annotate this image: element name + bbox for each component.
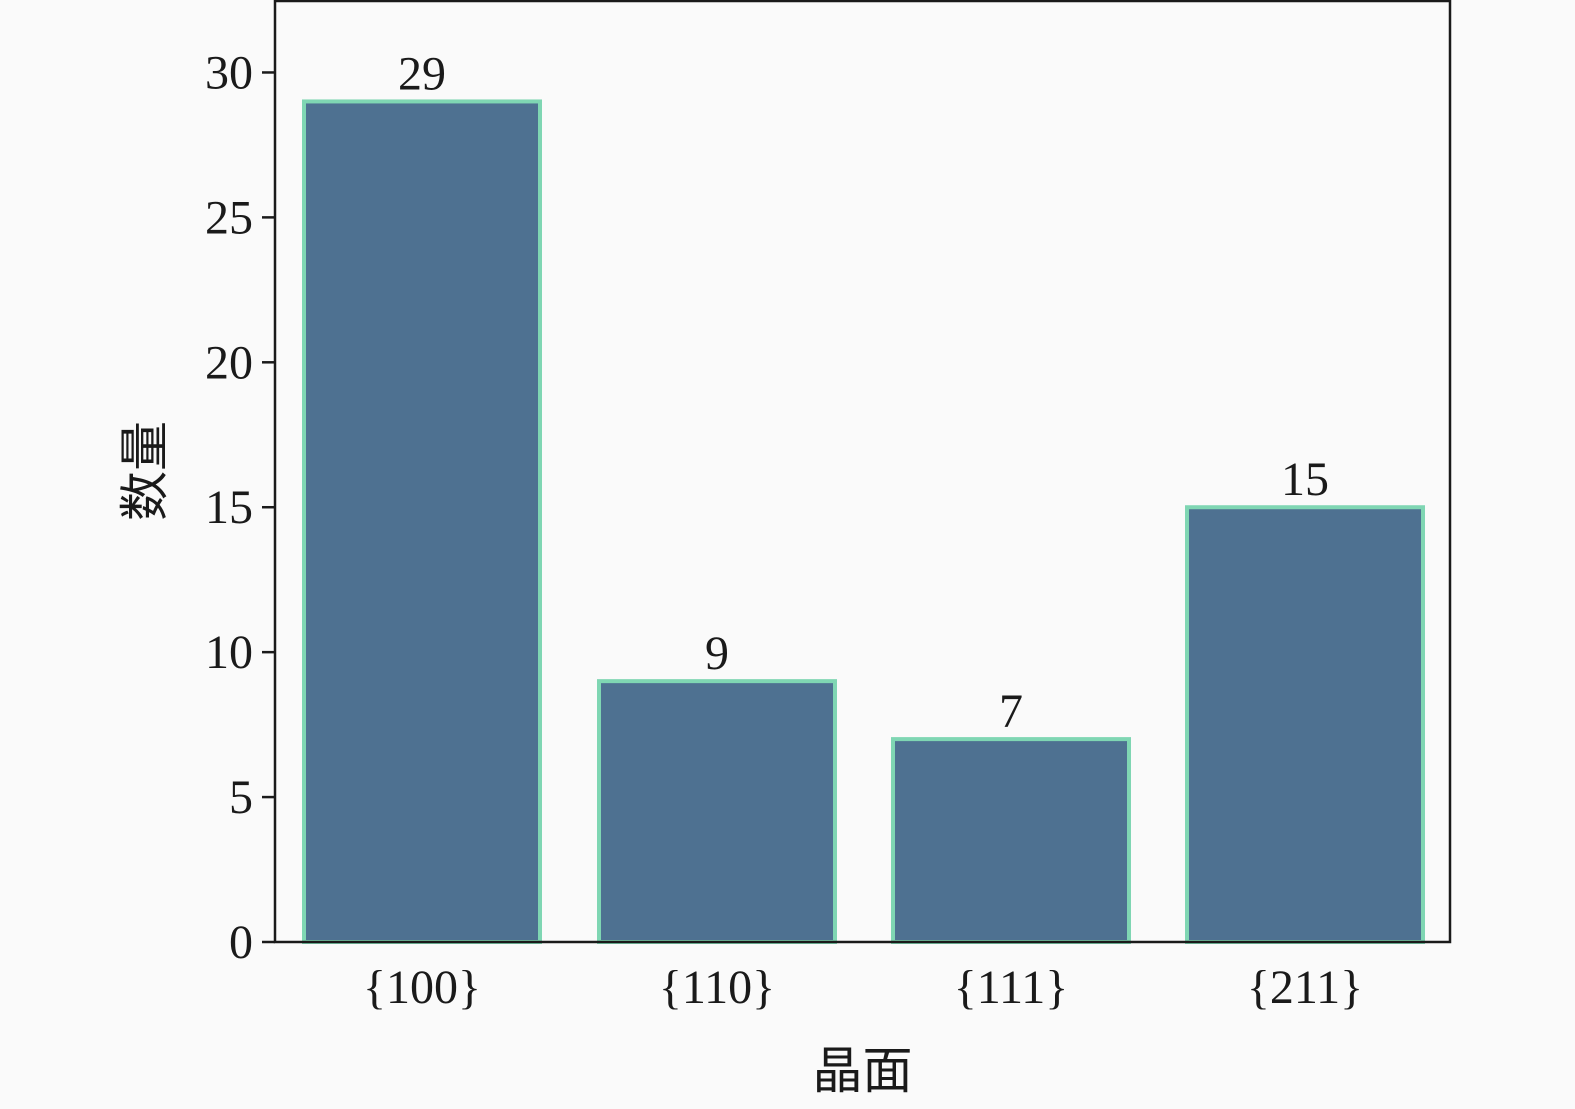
- x-tick-label-1: {110}: [659, 961, 775, 1014]
- data-label-0: 29: [398, 47, 446, 100]
- bar-0: [302, 99, 542, 944]
- x-tick-label-3: {211}: [1247, 961, 1363, 1014]
- y-tick-label-6: 30: [205, 46, 253, 99]
- y-axis-title: 数量: [116, 421, 174, 521]
- data-label-3: 15: [1281, 453, 1329, 506]
- x-tick-label-2: {111}: [954, 961, 1069, 1014]
- y-tick-label-5: 25: [205, 191, 253, 244]
- y-tick-label-3: 15: [205, 481, 253, 534]
- bars-group: [302, 99, 1425, 945]
- data-label-2: 7: [999, 685, 1023, 738]
- bar-3: [1185, 505, 1425, 944]
- y-tick-label-4: 20: [205, 336, 253, 389]
- bar-1: [597, 679, 837, 945]
- plot-frame: [273, 0, 1452, 944]
- x-axis-title: 晶面: [813, 1042, 913, 1100]
- x-axis-ticks: {100} {110} {111} {211}: [363, 961, 1363, 1014]
- y-axis-ticks: 0 5 10 15 20 25 30: [205, 46, 275, 969]
- bar-2: [891, 737, 1131, 944]
- y-tick-label-1: 5: [229, 771, 253, 824]
- data-label-1: 9: [705, 627, 729, 680]
- x-tick-label-0: {100}: [363, 961, 481, 1014]
- data-labels: 29 9 7 15: [398, 47, 1329, 738]
- y-tick-label-0: 0: [229, 916, 253, 969]
- y-tick-label-2: 10: [205, 626, 253, 679]
